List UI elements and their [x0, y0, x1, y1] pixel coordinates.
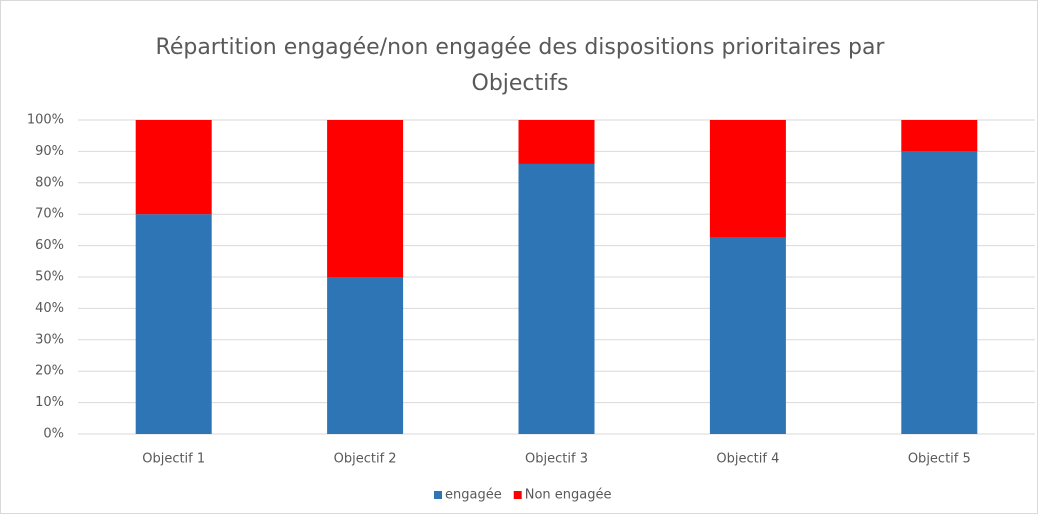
x-tick-label: Objectif 1 — [142, 452, 205, 467]
bar-segment — [518, 163, 595, 434]
y-tick-label: 20% — [35, 364, 64, 379]
bar-segment — [709, 120, 786, 238]
legend-label: engagée — [445, 488, 502, 503]
y-tick-label: 40% — [35, 301, 64, 316]
bar-segment — [709, 237, 786, 434]
y-tick-label: 10% — [35, 395, 64, 410]
bar-segment — [518, 120, 595, 164]
bar-segment — [135, 120, 212, 215]
y-tick-label: 0% — [43, 427, 64, 442]
x-tick-label: Objectif 4 — [716, 452, 779, 467]
y-tick-label: 50% — [35, 270, 64, 285]
bar-segment — [327, 120, 404, 277]
y-tick-label: 70% — [35, 207, 64, 222]
y-tick-label: 100% — [27, 113, 64, 128]
bar-segment — [327, 277, 404, 434]
chart-title: Répartition engagée/non engagée des disp… — [155, 35, 885, 96]
x-tick-label: Objectif 2 — [334, 452, 397, 467]
bar-segment — [135, 214, 212, 434]
legend-swatch — [434, 491, 442, 499]
y-tick-label: 90% — [35, 144, 64, 159]
y-tick-label: 60% — [35, 238, 64, 253]
x-tick-label: Objectif 5 — [908, 452, 971, 467]
bar-segment — [901, 151, 978, 434]
legend-label: Non engagée — [525, 488, 612, 503]
y-tick-label: 80% — [35, 175, 64, 190]
x-tick-label: Objectif 3 — [525, 452, 588, 467]
bar-segment — [901, 120, 978, 152]
y-tick-label: 30% — [35, 332, 64, 347]
legend-swatch — [513, 491, 522, 499]
